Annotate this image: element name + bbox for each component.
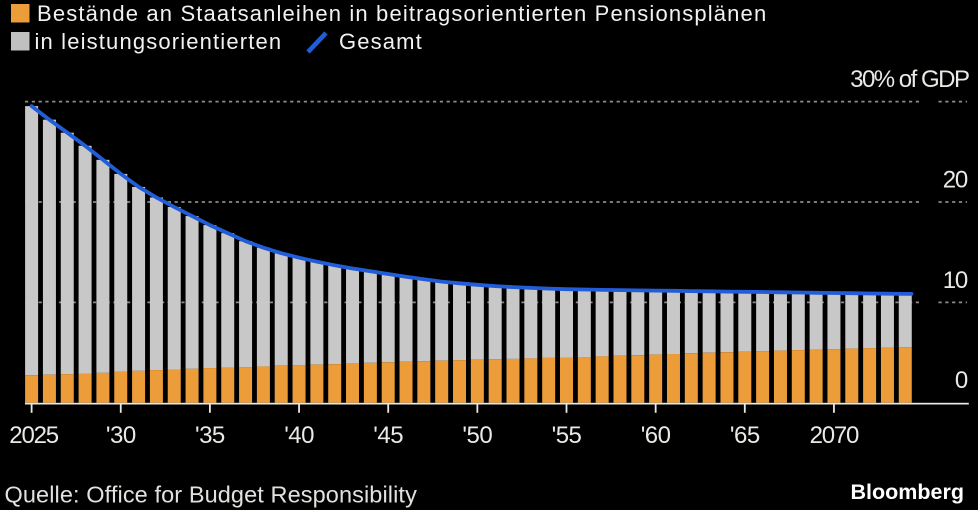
svg-text:'65: '65 (730, 422, 760, 449)
svg-text:'55: '55 (552, 422, 582, 449)
svg-text:30% of GDP: 30% of GDP (850, 66, 969, 93)
svg-text:in leistungsorientierten: in leistungsorientierten (35, 29, 283, 54)
svg-text:Bestände an Staatsanleihen in: Bestände an Staatsanleihen in beitragsor… (37, 1, 767, 26)
svg-text:2025: 2025 (9, 422, 58, 449)
svg-text:'40: '40 (284, 422, 314, 449)
svg-text:0: 0 (955, 367, 968, 394)
svg-text:'35: '35 (195, 422, 225, 449)
svg-text:'50: '50 (462, 422, 492, 449)
svg-text:Gesamt: Gesamt (339, 29, 423, 54)
svg-text:Quelle: Office for Budget Resp: Quelle: Office for Budget Responsibility (5, 482, 418, 508)
svg-text:'30: '30 (106, 422, 136, 449)
svg-text:'60: '60 (641, 422, 671, 449)
svg-text:10: 10 (943, 267, 968, 294)
svg-text:'45: '45 (373, 422, 403, 449)
svg-text:Bloomberg: Bloomberg (851, 480, 964, 504)
svg-text:2070: 2070 (810, 422, 859, 449)
svg-text:20: 20 (943, 166, 968, 193)
